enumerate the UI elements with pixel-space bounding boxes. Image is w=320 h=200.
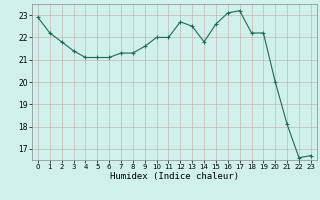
X-axis label: Humidex (Indice chaleur): Humidex (Indice chaleur) bbox=[110, 172, 239, 181]
